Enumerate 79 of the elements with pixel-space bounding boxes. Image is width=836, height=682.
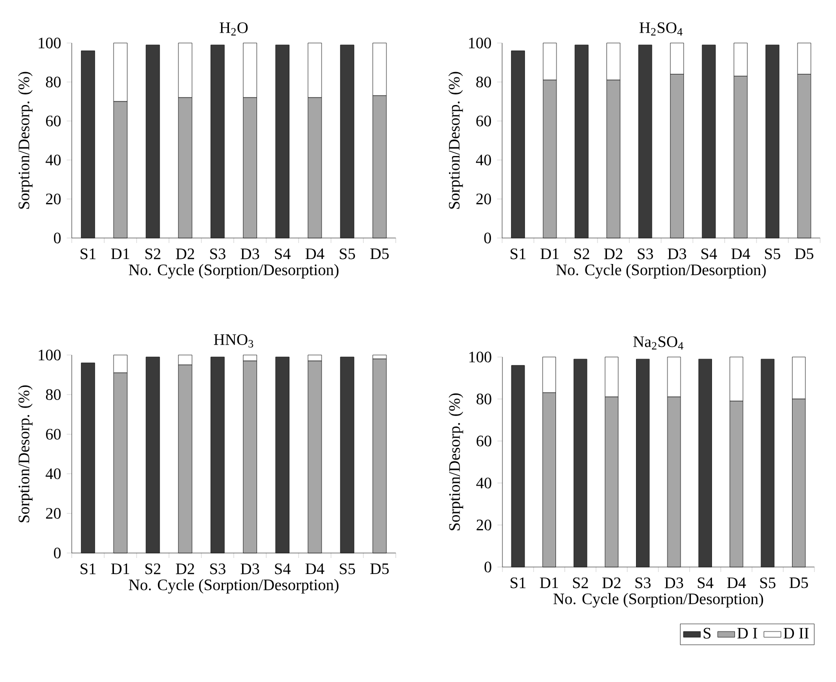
y-tick-label: 100 [469, 352, 492, 362]
x-tick-label: S1 [80, 248, 96, 260]
y-tick-label: 60 [46, 116, 61, 126]
x-tick-label: D5 [370, 248, 389, 260]
y-tick-label: 80 [46, 389, 61, 400]
x-tick-label: S4 [275, 248, 291, 260]
x-tick-label: S3 [210, 248, 226, 260]
y-axis-title: Sorption/Desorp. (%) [448, 393, 464, 530]
x-tick-label: D4 [731, 248, 750, 260]
x-tick-label: D5 [370, 564, 389, 574]
x-tick-label: D1 [111, 564, 130, 574]
y-tick-label: 20 [46, 194, 61, 204]
x-tick-label: S2 [145, 248, 160, 260]
x-tick-label: S1 [510, 248, 526, 260]
y-tick-label: 80 [476, 76, 491, 88]
x-tick-label: D2 [604, 248, 622, 260]
legend-label: D I [737, 628, 758, 638]
x-tick-label: D4 [306, 564, 324, 574]
y-tick-label: 80 [476, 394, 492, 404]
y-tick-label: 20 [46, 508, 61, 519]
x-tick-label: D2 [176, 564, 194, 574]
x-tick-label: D5 [790, 578, 808, 588]
y-tick-label: 0 [484, 562, 492, 572]
x-tick-label: S5 [340, 248, 355, 260]
y-tick-label: 0 [484, 232, 491, 244]
y-tick-label: 40 [476, 154, 491, 166]
legend-label: D II [784, 628, 809, 638]
y-axis-title: Sorption/Desorp. (%) [18, 72, 33, 209]
chart-title: H$_{2}$O [220, 22, 248, 36]
x-tick-label: S2 [145, 564, 160, 574]
x-tick-label: S3 [635, 578, 651, 588]
x-tick-label: D3 [240, 248, 260, 260]
y-tick-label: 0 [54, 548, 61, 558]
x-tick-label: D3 [668, 248, 686, 260]
y-axis-title: Sorption/Desorp. (%) [448, 72, 463, 209]
y-tick-label: 60 [476, 436, 492, 446]
x-tick-label: S5 [765, 248, 780, 260]
x-tick-label: D4 [306, 248, 324, 260]
y-tick-label: 100 [469, 38, 491, 48]
chart-title: H$_{2}$SO$_{4}$ [640, 22, 682, 36]
x-tick-label: S2 [574, 248, 590, 260]
x-tick-label: D3 [240, 564, 260, 574]
x-tick-label: D5 [794, 248, 814, 260]
x-tick-label: S5 [760, 578, 776, 588]
x-tick-label: S1 [510, 578, 526, 588]
x-tick-label: S2 [573, 578, 588, 588]
y-tick-label: 100 [38, 350, 61, 360]
x-tick-label: S4 [275, 564, 291, 574]
x-tick-label: D4 [727, 578, 746, 588]
legend-label: S [704, 628, 711, 639]
y-tick-label: 100 [38, 38, 61, 48]
x-axis-title: No. Cycle (Sorption/Desorption) [553, 593, 764, 608]
y-tick-label: 20 [476, 520, 492, 530]
y-tick-label: 60 [476, 116, 491, 126]
x-tick-label: S1 [80, 564, 96, 574]
y-tick-label: 60 [46, 428, 61, 440]
x-tick-label: S3 [210, 564, 226, 574]
x-tick-label: D3 [664, 578, 684, 588]
chart-title: Na$_{2}$SO$_{4}$ [633, 336, 684, 350]
x-axis-title: No. Cycle (Sorption/Desorption) [128, 579, 338, 594]
x-axis-title: No. Cycle (Sorption/Desorption) [128, 264, 338, 279]
x-tick-label: D1 [540, 248, 559, 260]
x-tick-label: D1 [540, 578, 558, 588]
y-tick-label: 40 [46, 468, 61, 480]
y-axis-title: Sorption/Desorp. (%) [18, 385, 33, 522]
y-tick-label: 0 [54, 232, 61, 244]
x-tick-label: S5 [340, 564, 355, 574]
x-tick-label: S4 [701, 248, 717, 260]
chart-title: HNO$_{3}$ [214, 334, 254, 348]
x-tick-label: S4 [698, 578, 714, 588]
x-tick-label: S3 [638, 248, 653, 260]
y-tick-label: 20 [476, 194, 491, 204]
x-tick-label: D2 [176, 248, 194, 260]
y-tick-label: 40 [476, 478, 492, 488]
x-tick-label: D1 [111, 248, 130, 260]
y-tick-label: 80 [46, 76, 61, 88]
y-tick-label: 40 [46, 154, 61, 166]
x-axis-title: No. Cycle (Sorption/Desorption) [556, 264, 766, 279]
x-tick-label: D2 [602, 578, 620, 588]
